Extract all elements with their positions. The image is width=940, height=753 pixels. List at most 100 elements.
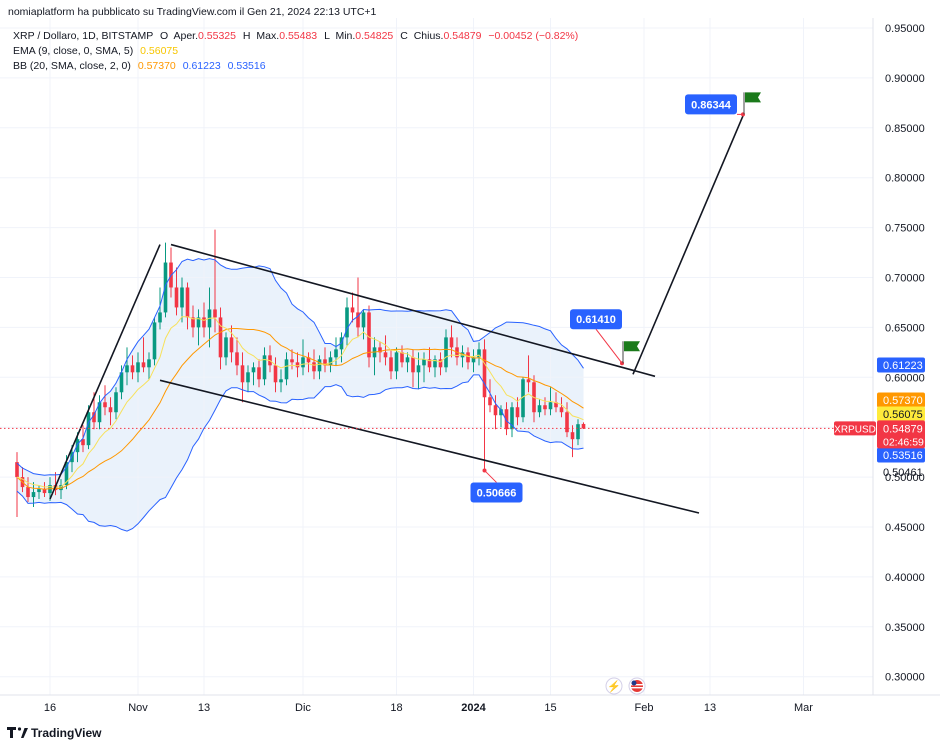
candle	[130, 355, 135, 380]
candle-body	[405, 357, 410, 363]
candle-body	[108, 407, 113, 413]
candle	[152, 317, 157, 366]
candle	[97, 395, 102, 430]
candle-body	[136, 362, 140, 373]
candle	[163, 242, 168, 318]
candle-body	[147, 359, 151, 368]
candle-body	[246, 372, 250, 383]
x-tick-label: 13	[704, 702, 716, 714]
candle-body	[240, 365, 245, 383]
candle	[361, 309, 366, 340]
candle	[147, 352, 151, 380]
callout-pointer	[595, 328, 623, 364]
tradingview-logo: TradingView	[7, 726, 102, 740]
candle	[565, 402, 569, 438]
bb-fill	[17, 258, 584, 532]
candle-body	[389, 357, 393, 372]
candle-body	[163, 262, 168, 313]
callout-box	[470, 482, 523, 503]
event-icons[interactable]: ⚡	[605, 677, 646, 695]
candle-body	[576, 424, 580, 440]
candle	[510, 402, 514, 438]
ema-legend: EMA (9, close, 0, SMA, 5) 0.56075	[13, 45, 178, 57]
candle-body	[15, 462, 19, 478]
flag-cloth	[745, 92, 761, 103]
candle	[449, 325, 454, 358]
candle-body	[218, 317, 223, 358]
us-flag-icon[interactable]	[631, 680, 643, 692]
price-tag-label: 0.57370	[883, 395, 923, 407]
candle-body	[114, 392, 118, 413]
candle-body	[224, 337, 228, 358]
callout-label: 0.86344	[691, 99, 732, 111]
candle-body	[306, 357, 311, 363]
candle	[213, 229, 217, 333]
candle	[196, 309, 201, 346]
candle	[537, 399, 542, 418]
candle-body	[323, 359, 327, 366]
candle-body	[565, 412, 569, 433]
candle-body	[301, 357, 305, 368]
candle-body	[317, 359, 322, 372]
callout-anchor-dot	[482, 468, 487, 473]
candle	[405, 352, 410, 373]
candle-body	[158, 312, 162, 323]
candle-body	[185, 287, 190, 318]
callout-box	[570, 309, 622, 330]
y-tick-label: 0.90000	[885, 73, 925, 85]
candle-body	[235, 352, 239, 366]
price-tag-label: 0.61223	[883, 360, 923, 372]
candle-body	[449, 337, 454, 348]
candle-body	[444, 337, 448, 368]
candle	[174, 267, 179, 316]
candle	[125, 347, 129, 386]
candle	[15, 452, 19, 518]
candle	[180, 277, 184, 323]
candle-body	[92, 412, 96, 423]
candle	[356, 277, 360, 338]
candle	[389, 349, 393, 380]
candle-body	[130, 365, 135, 373]
candle-body	[174, 287, 179, 308]
candle	[477, 342, 481, 366]
price-callout: 0.86344	[685, 92, 761, 117]
candle-body	[537, 405, 542, 413]
price-tag-band: 0.53516	[877, 447, 925, 463]
lightning-icon[interactable]: ⚡	[607, 680, 621, 693]
candle-body	[570, 432, 575, 440]
candle	[136, 352, 140, 383]
candle-body	[273, 365, 278, 383]
symbol-name: XRP / Dollaro, 1D, BITSTAMP	[13, 30, 153, 42]
x-tick-label: Nov	[128, 702, 148, 714]
candle-body	[196, 317, 201, 328]
tv-logo-icon	[7, 727, 16, 738]
candle	[103, 385, 107, 416]
candle-body	[81, 439, 85, 446]
candle-body	[213, 309, 217, 318]
price-tag-box	[877, 392, 925, 408]
x-tick-label: Mar	[794, 702, 813, 714]
y-tick-label: 0.75000	[885, 223, 925, 235]
candle	[466, 347, 470, 370]
y-tick-label: 0.80000	[885, 173, 925, 185]
y-tick-label: 0.35000	[885, 622, 925, 634]
channel-lower-line	[159, 379, 700, 514]
candle	[229, 325, 234, 363]
candle	[240, 352, 245, 403]
candle-body	[548, 402, 553, 410]
candle	[521, 377, 525, 423]
candle	[323, 347, 327, 373]
price-tag-box	[877, 447, 925, 463]
price-tag-basis: 0.57370	[877, 392, 925, 408]
candle-body	[400, 352, 404, 363]
candle-body	[279, 379, 283, 383]
candle-body	[191, 317, 195, 328]
candle-body	[125, 365, 129, 373]
candle	[576, 419, 580, 446]
candle-body	[433, 359, 437, 368]
y-tick-label: 0.70000	[885, 273, 925, 285]
candle-body	[59, 485, 63, 491]
price-callout: 0.61410	[570, 309, 640, 366]
candle	[581, 422, 586, 429]
